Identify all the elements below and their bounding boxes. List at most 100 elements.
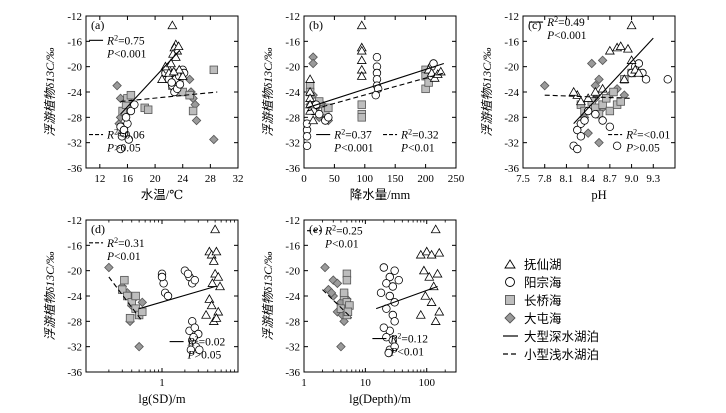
shallow-r2-text: R2=0.32: [400, 128, 439, 142]
y-axis-label: 浮游植物δ13C/‰: [261, 252, 275, 341]
x-tick-label: 7.8: [538, 173, 552, 185]
panel-label: (a): [91, 18, 104, 32]
point-datun: [209, 134, 219, 145]
point-datun: [336, 341, 346, 352]
y-tick-label: -36: [67, 367, 82, 379]
point-fuxian: [626, 55, 637, 64]
point-fuxian: [208, 256, 219, 265]
y-tick-label: -32: [285, 342, 300, 354]
point-datun: [339, 316, 349, 327]
point-yangzong: [315, 109, 324, 119]
y-tick-label: -28: [67, 316, 82, 328]
y-tick-label: -16: [285, 36, 300, 48]
point-yangzong: [385, 272, 394, 282]
y-tick-label: -16: [285, 240, 300, 252]
legend-marker-diamond: [504, 312, 516, 324]
point-datun: [320, 262, 330, 273]
point-yangzong: [583, 106, 593, 116]
point-changqiao: [609, 87, 618, 97]
x-tick-label: 1: [301, 377, 307, 389]
point-yangzong: [302, 141, 312, 151]
panel-b: -36 -32 -28 -24 -20 -16 -12 0 50 100 150 200 250 (b) 降…: [261, 11, 465, 202]
point-yangzong: [190, 275, 199, 285]
shallow-r2-text: R2=0.06: [106, 128, 145, 142]
point-fuxian: [174, 64, 185, 74]
point-yangzong: [163, 291, 173, 301]
point-fuxian: [172, 45, 183, 55]
point-fuxian: [308, 115, 319, 125]
point-datun: [594, 74, 604, 85]
x-tick-label: 9.3: [646, 173, 660, 185]
y-tick-label: -28: [285, 112, 300, 124]
point-datun: [191, 115, 202, 126]
y-axis-label: 浮游植物δ13C/‰: [480, 48, 494, 137]
point-fuxian: [583, 93, 594, 102]
point-fuxian: [424, 271, 435, 281]
point-datun: [597, 55, 608, 66]
point-yangzong: [302, 132, 312, 141]
point-fuxian: [619, 74, 630, 83]
point-yangzong: [175, 80, 185, 89]
legend-marker-triangle: [504, 259, 516, 269]
point-fuxian: [356, 45, 367, 55]
shallow-lake-fit-line: [544, 94, 632, 99]
point-fuxian: [434, 306, 445, 316]
point-fuxian: [421, 246, 432, 256]
deep-r2-text: R2=0.12: [389, 332, 428, 346]
deep-lake-fit-line: [138, 285, 216, 310]
point-fuxian: [626, 20, 637, 30]
y-tick-label: -16: [504, 36, 519, 48]
x-tick-label: 16: [122, 173, 134, 185]
legend-label-changqiao: 长桥海: [524, 293, 562, 308]
point-yangzong: [119, 125, 129, 135]
shallow-stats-annotation: R2=0.31P<0.01: [89, 236, 145, 263]
legend-label-datun: 大屯海: [524, 311, 562, 326]
deep-p-text: P<0.001: [546, 30, 587, 42]
point-changqiao: [605, 106, 615, 116]
y-tick-label: -32: [67, 342, 82, 354]
y-tick-label: -32: [67, 138, 82, 150]
point-fuxian: [568, 86, 579, 96]
point-fuxian: [168, 66, 179, 76]
shallow-r2-text: R2=0.31: [106, 236, 145, 250]
point-fuxian: [575, 96, 586, 106]
point-fuxian: [213, 306, 224, 316]
point-yangzong: [573, 144, 582, 154]
point-datun: [134, 341, 144, 352]
panel-d: -36 -32 -28 -24 -20 -16 -12 1 (d) lg(SD)/m 浮游植物δ13…: [43, 215, 239, 406]
y-tick-label: -36: [285, 367, 300, 379]
point-datun: [137, 297, 148, 308]
legend-label-yangzong: 阳宗海: [524, 275, 562, 290]
shallow-p-text: P<0.01: [106, 251, 141, 263]
point-changqiao: [357, 100, 366, 109]
point-changqiao: [126, 90, 136, 100]
point-yangzong: [605, 122, 615, 132]
x-axis-label: 降水量/mm: [350, 188, 411, 202]
panel-e: -36 -32 -28 -24 -20 -16 -12 1 10 100 (e) lg(Depth)/…: [261, 215, 457, 406]
point-changqiao: [357, 113, 366, 122]
point-yangzong: [573, 125, 582, 135]
x-tick-label: 200: [417, 173, 434, 185]
panel-a: -36 -32 -28 -24 -20 -16 -12 12 16 20 24 28 32 (a) 水温/℃…: [43, 11, 244, 202]
x-tick-label: 7.5: [516, 173, 530, 185]
point-datun: [332, 278, 343, 289]
y-tick-label: -24: [285, 291, 300, 303]
panel-label: (c): [528, 18, 541, 32]
point-yangzong: [384, 348, 393, 358]
point-yangzong: [324, 113, 333, 122]
point-yangzong: [580, 116, 589, 125]
legend: 抚仙湖 阳宗海 长桥海 大屯海 大型深水湖泊 小型浅水湖泊: [503, 257, 599, 362]
deep-p-text: P<0.001: [333, 143, 374, 155]
x-tick-label: 10: [360, 377, 372, 389]
point-changqiao: [616, 97, 625, 106]
y-tick-label: -12: [67, 215, 82, 227]
point-changqiao: [138, 307, 147, 317]
legend-marker-square: [505, 295, 515, 305]
point-fuxian: [426, 297, 437, 306]
deep-lake-fit-line: [306, 62, 445, 109]
point-fuxian: [165, 58, 176, 68]
deep-r2-text: R2=0.49: [546, 15, 585, 29]
point-yangzong: [116, 144, 125, 154]
y-tick-label: -28: [504, 112, 519, 124]
point-datun: [539, 80, 550, 91]
